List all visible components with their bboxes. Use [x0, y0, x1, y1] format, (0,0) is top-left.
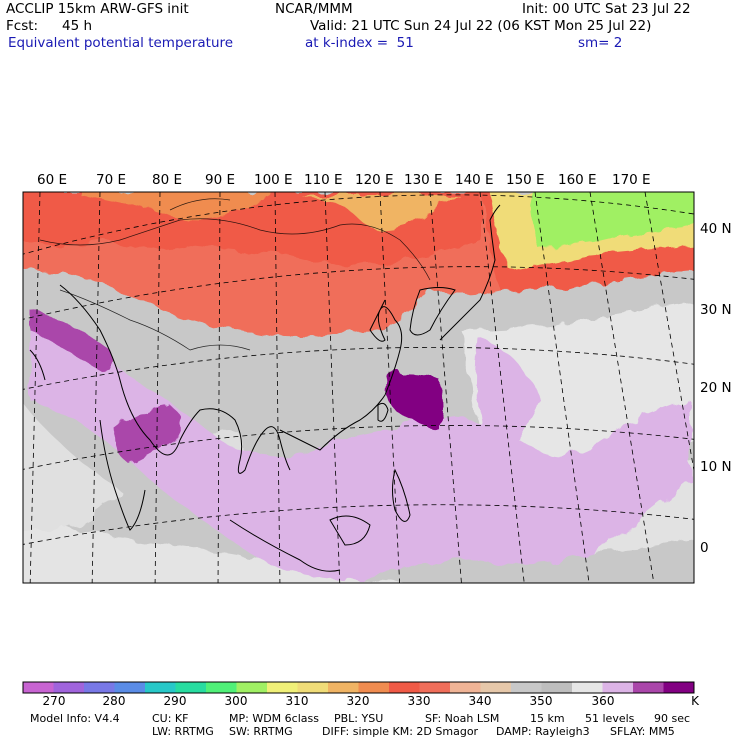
colorbar-swatch	[572, 682, 603, 693]
lat-label-10n: 10 N	[700, 459, 732, 475]
colorbar-swatch	[602, 682, 634, 693]
colorbar-swatch	[175, 682, 207, 693]
theta-e-shading	[23, 192, 694, 583]
colorbar	[22, 681, 695, 694]
colorbar-swatch	[541, 682, 573, 693]
colorbar-frame	[22, 681, 695, 694]
colorbar-tick-310: 310	[285, 694, 309, 708]
borders	[39, 198, 431, 351]
cu-scheme: CU: KF	[152, 712, 189, 725]
colorbar-swatch	[328, 682, 359, 693]
level-text: at k-index = 51	[305, 35, 414, 51]
map-frame	[22, 191, 695, 584]
surface-layer: SFLAY: MM5	[610, 725, 675, 738]
lon-label-80e: 80 E	[152, 172, 182, 188]
colorbar-swatch	[419, 682, 451, 693]
lon-label-140e: 140 E	[455, 172, 494, 188]
lon-label-150e: 150 E	[506, 172, 545, 188]
pbl-scheme: PBL: YSU	[334, 712, 384, 725]
colorbar-swatch	[633, 682, 664, 693]
colorbar-tick-300: 300	[224, 694, 248, 708]
resolution: 15 km	[530, 712, 565, 725]
mp-scheme: MP: WDM 6class	[229, 712, 319, 725]
lat-label-30n: 30 N	[700, 302, 732, 318]
lat-label-0: 0	[700, 540, 709, 556]
colorbar-tick-360: 360	[591, 694, 615, 708]
lon-label-70e: 70 E	[96, 172, 126, 188]
coastlines	[29, 204, 501, 572]
colorbar-tick-350: 350	[529, 694, 553, 708]
colorbar-tick-340: 340	[468, 694, 492, 708]
colorbar-swatch	[450, 682, 481, 693]
levels: 51 levels	[585, 712, 635, 725]
sf-scheme: SF: Noah LSM	[425, 712, 500, 725]
lon-label-130e: 130 E	[404, 172, 443, 188]
sw-scheme: SW: RRTMG	[229, 725, 293, 738]
model-title: ACCLIP 15km ARW-GFS init	[6, 1, 189, 17]
lat-lon-grid	[23, 192, 694, 583]
colorbar-swatch	[23, 682, 54, 693]
colorbar-tick-270: 270	[42, 694, 66, 708]
lon-label-120e: 120 E	[355, 172, 394, 188]
lon-label-160e: 160 E	[558, 172, 597, 188]
organization-label: NCAR/MMM	[275, 1, 353, 17]
lat-label-20n: 20 N	[700, 380, 732, 396]
lon-label-110e: 110 E	[304, 172, 343, 188]
diffusion: DIFF: simple KM: 2D Smagor	[322, 725, 479, 738]
colorbar-swatch	[206, 682, 237, 693]
colorbar-swatch	[236, 682, 268, 693]
colorbar-swatch	[663, 682, 695, 693]
colorbar-swatch	[145, 682, 176, 693]
colorbar-swatch	[267, 682, 298, 693]
colorbar-tick-320: 320	[346, 694, 370, 708]
lw-scheme: LW: RRTMG	[152, 725, 214, 738]
timestep: 90 sec	[654, 712, 691, 725]
valid-time: Valid: 21 UTC Sun 24 Jul 22 (06 KST Mon …	[310, 18, 652, 34]
colorbar-tick-280: 280	[102, 694, 126, 708]
smoothing-text: sm= 2	[578, 35, 623, 51]
colorbar-swatch	[84, 682, 115, 693]
field-name: Equivalent potential temperature	[8, 35, 234, 51]
colorbar-tick-290: 290	[163, 694, 187, 708]
forecast-label: Fcst:	[6, 18, 39, 34]
lon-label-90e: 90 E	[205, 172, 235, 188]
colorbar-swatch	[389, 682, 420, 693]
lat-label-40n: 40 N	[700, 221, 732, 237]
damping: DAMP: Rayleigh3	[496, 725, 590, 738]
colorbar-swatch	[297, 682, 329, 693]
colorbar-swatch	[53, 682, 85, 693]
lon-label-60e: 60 E	[37, 172, 67, 188]
lon-label-170e: 170 E	[612, 172, 651, 188]
colorbar-swatch	[511, 682, 542, 693]
colorbar-tick-330: 330	[407, 694, 431, 708]
colorbar-swatch	[480, 682, 512, 693]
init-time: Init: 00 UTC Sat 23 Jul 22	[522, 1, 691, 17]
colorbar-swatch	[358, 682, 390, 693]
lon-label-100e: 100 E	[254, 172, 293, 188]
forecast-hours: 45 h	[62, 18, 93, 34]
model-info: Model Info: V4.4	[30, 712, 120, 725]
colorbar-swatch	[114, 682, 146, 693]
colorbar-unit: K	[691, 694, 699, 708]
